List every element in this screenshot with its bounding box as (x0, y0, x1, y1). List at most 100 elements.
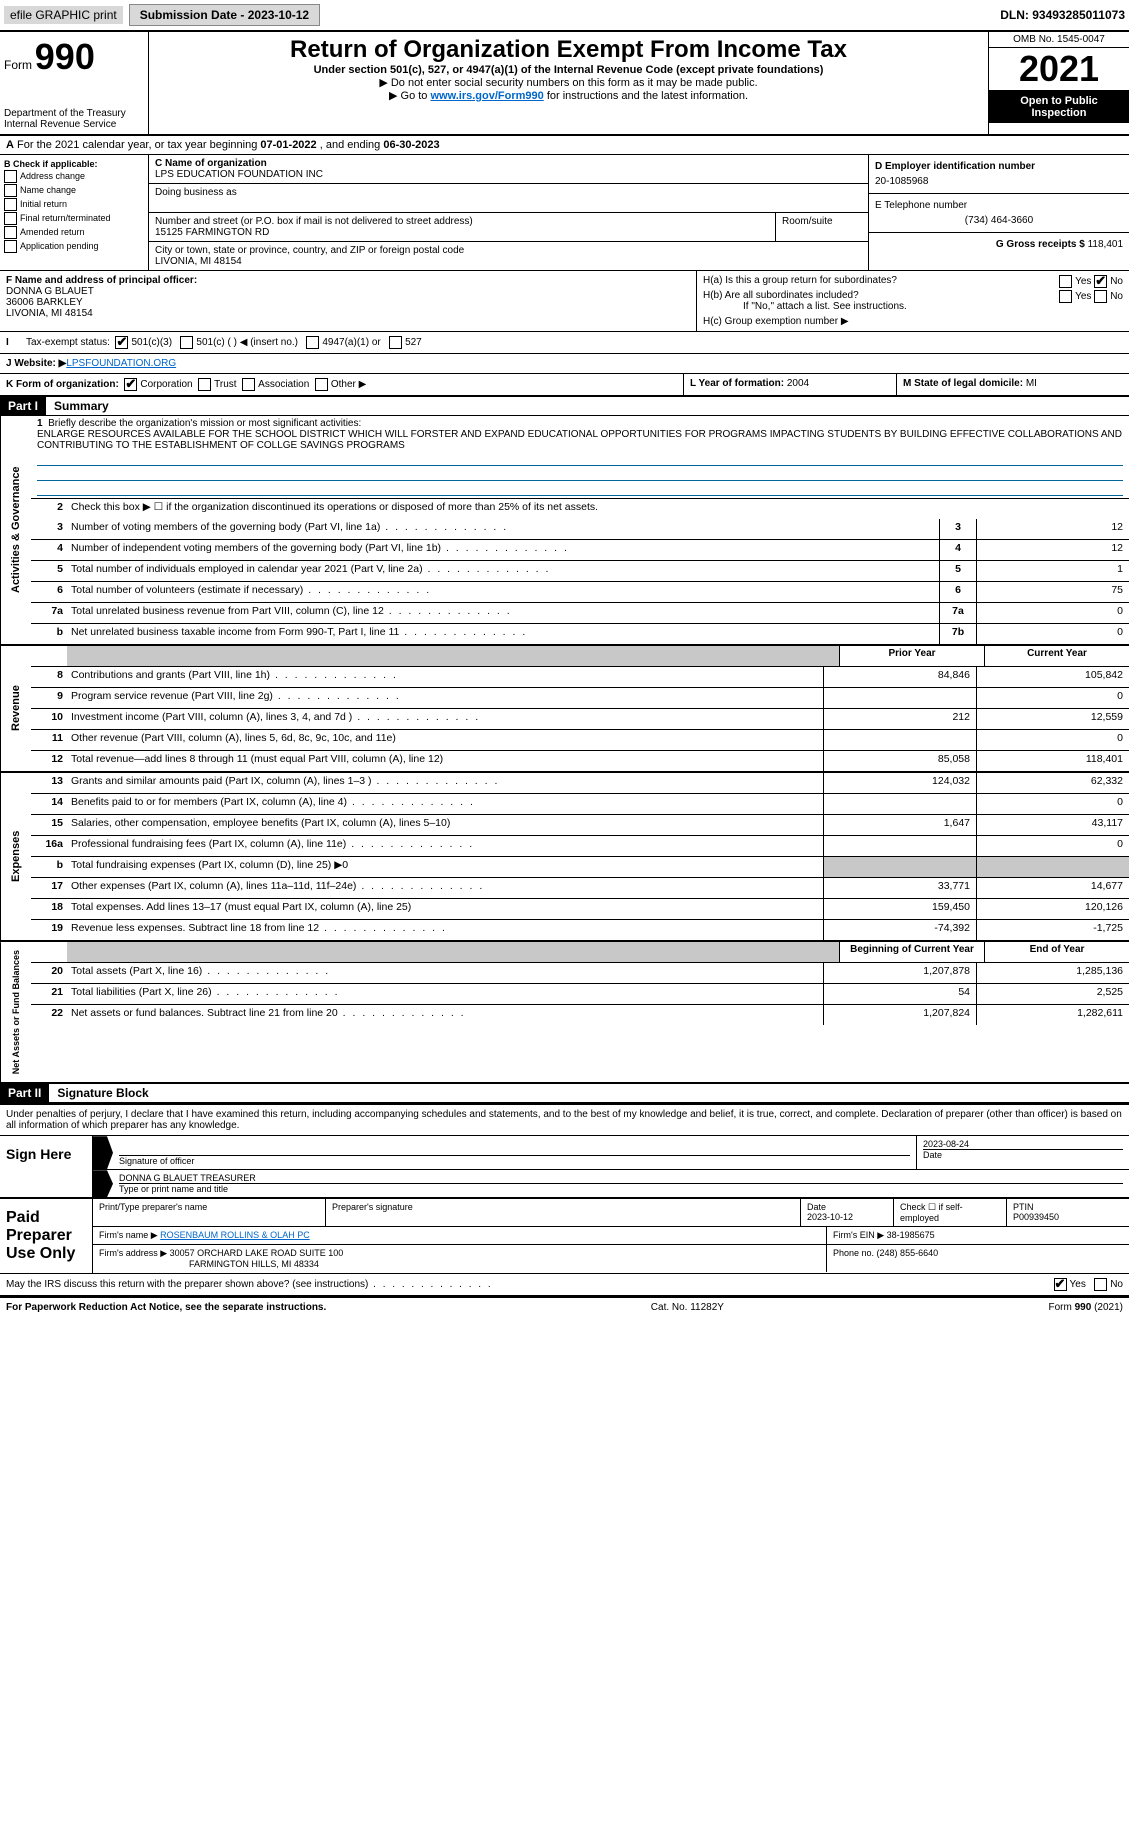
line15-prior: 1,647 (823, 815, 976, 835)
cb-amended-return[interactable]: Amended return (4, 226, 144, 239)
note-link-line: ▶ Go to www.irs.gov/Form990 for instruct… (153, 89, 984, 102)
ptin-label: PTIN (1013, 1202, 1034, 1212)
year-formation-label: L Year of formation: (690, 378, 787, 389)
ha-label: H(a) Is this a group return for subordin… (703, 275, 897, 286)
line21-prior: 54 (823, 984, 976, 1004)
row-i-tax-status: I Tax-exempt status: 501(c)(3) 501(c) ( … (0, 332, 1129, 354)
firm-name-link[interactable]: ROSENBAUM ROLLINS & OLAH PC (160, 1230, 310, 1240)
phone-value: (734) 464-3660 (875, 215, 1123, 226)
preparer-date-label: Date (807, 1202, 826, 1212)
self-employed-check[interactable]: Check ☐ if self-employed (894, 1199, 1007, 1226)
block-identity: B Check if applicable: Address change Na… (0, 155, 1129, 271)
col-b-checkboxes: B Check if applicable: Address change Na… (0, 155, 149, 270)
ein-label: D Employer identification number (875, 161, 1123, 172)
ptin-val: P00939450 (1013, 1212, 1059, 1222)
cb-other[interactable] (315, 378, 328, 391)
cb-501c3[interactable] (115, 336, 128, 349)
line12-prior: 85,058 (823, 751, 976, 771)
current-year-header: Current Year (984, 646, 1129, 666)
website-link[interactable]: LPSFOUNDATION.ORG (66, 358, 176, 369)
omb-number: OMB No. 1545-0047 (989, 32, 1129, 48)
part2-badge: Part II (0, 1084, 49, 1102)
line5-text: Total number of individuals employed in … (67, 561, 939, 581)
year-formation-val: 2004 (787, 378, 809, 389)
line17-prior: 33,771 (823, 878, 976, 898)
cb-corporation[interactable] (124, 378, 137, 391)
ha-no[interactable] (1094, 275, 1107, 288)
block-officer-group: F Name and address of principal officer:… (0, 271, 1129, 332)
line16a-current: 0 (976, 836, 1129, 856)
firm-phone-val: (248) 855-6640 (877, 1248, 939, 1258)
line6-text: Total number of volunteers (estimate if … (67, 582, 939, 602)
gross-label: G Gross receipts $ (996, 239, 1088, 250)
section-expenses: Expenses 13 Grants and similar amounts p… (0, 773, 1129, 942)
line14-text: Benefits paid to or for members (Part IX… (67, 794, 823, 814)
hb-no[interactable] (1094, 290, 1107, 303)
line16a-prior (823, 836, 976, 856)
firm-addr2: FARMINGTON HILLS, MI 48334 (99, 1259, 319, 1269)
line22-prior: 1,207,824 (823, 1005, 976, 1025)
cb-4947[interactable] (306, 336, 319, 349)
formorg-label: K Form of organization: (6, 379, 119, 390)
discuss-row: May the IRS discuss this return with the… (0, 1274, 1129, 1297)
cb-address-change[interactable]: Address change (4, 170, 144, 183)
note2-pre: ▶ Go to (389, 90, 430, 102)
subtitle: Under section 501(c), 527, or 4947(a)(1)… (153, 64, 984, 76)
line7a-text: Total unrelated business revenue from Pa… (67, 603, 939, 623)
col-b-header: B Check if applicable: (4, 159, 144, 169)
dept-label: Department of the Treasury (4, 108, 144, 119)
cb-final-return[interactable]: Final return/terminated (4, 212, 144, 225)
line22-text: Net assets or fund balances. Subtract li… (67, 1005, 823, 1025)
cb-trust[interactable] (198, 378, 211, 391)
line16b-text: Total fundraising expenses (Part IX, col… (67, 857, 823, 877)
paid-preparer-label: Paid Preparer Use Only (0, 1199, 93, 1273)
efile-link[interactable]: efile GRAPHIC print (4, 6, 123, 24)
discuss-no[interactable] (1094, 1278, 1107, 1291)
room-suite-label: Room/suite (776, 213, 868, 241)
officer-name: DONNA G BLAUET (6, 286, 690, 297)
row-j-website: J Website: ▶ LPSFOUNDATION.ORG (0, 354, 1129, 374)
officer-label: F Name and address of principal officer: (6, 275, 690, 286)
org-name-label: C Name of organization (155, 158, 862, 169)
rowa-begin: 07-01-2022 (260, 139, 316, 151)
cb-501c[interactable] (180, 336, 193, 349)
section-net-assets: Net Assets or Fund Balances Beginning of… (0, 942, 1129, 1084)
tax-year: 2021 (989, 48, 1129, 91)
cb-association[interactable] (242, 378, 255, 391)
line19-current: -1,725 (976, 920, 1129, 940)
cb-application-pending[interactable]: Application pending (4, 240, 144, 253)
sig-arrow-icon-2 (93, 1170, 113, 1197)
line18-text: Total expenses. Add lines 13–17 (must eq… (67, 899, 823, 919)
cb-name-change[interactable]: Name change (4, 184, 144, 197)
sig-arrow-icon (93, 1136, 113, 1169)
firm-ein-val: 38-1985675 (887, 1230, 935, 1240)
footer-right: Form 990 (2021) (1049, 1302, 1123, 1313)
note-ssn: ▶ Do not enter social security numbers o… (153, 76, 984, 89)
dba-label: Doing business as (155, 187, 862, 198)
rowa-end: 06-30-2023 (383, 139, 439, 151)
side-label-activities: Activities & Governance (0, 416, 31, 644)
col-c-org-info: C Name of organization LPS EDUCATION FOU… (149, 155, 869, 270)
line8-prior: 84,846 (823, 667, 976, 687)
hb-yes[interactable] (1059, 290, 1072, 303)
line13-current: 62,332 (976, 773, 1129, 793)
form-number: 990 (35, 36, 95, 77)
line19-text: Revenue less expenses. Subtract line 18 … (67, 920, 823, 940)
firm-name-label: Firm's name ▶ (99, 1230, 160, 1240)
city-value: LIVONIA, MI 48154 (155, 256, 862, 267)
line5-val: 1 (976, 561, 1129, 581)
line19-prior: -74,392 (823, 920, 976, 940)
line10-current: 12,559 (976, 709, 1129, 729)
ein-value: 20-1085968 (875, 176, 1123, 187)
irs-link[interactable]: www.irs.gov/Form990 (430, 90, 543, 102)
street-value: 15125 FARMINGTON RD (155, 227, 769, 238)
line9-text: Program service revenue (Part VIII, line… (67, 688, 823, 708)
cb-initial-return[interactable]: Initial return (4, 198, 144, 211)
discuss-yes[interactable] (1054, 1278, 1067, 1291)
cb-527[interactable] (389, 336, 402, 349)
rowa-pre: For the 2021 calendar year, or tax year … (17, 139, 260, 151)
submission-date-button[interactable]: Submission Date - 2023-10-12 (129, 4, 320, 26)
ha-yes[interactable] (1059, 275, 1072, 288)
officer-addr2: LIVONIA, MI 48154 (6, 308, 690, 319)
firm-addr1: 30057 ORCHARD LAKE ROAD SUITE 100 (170, 1248, 344, 1258)
